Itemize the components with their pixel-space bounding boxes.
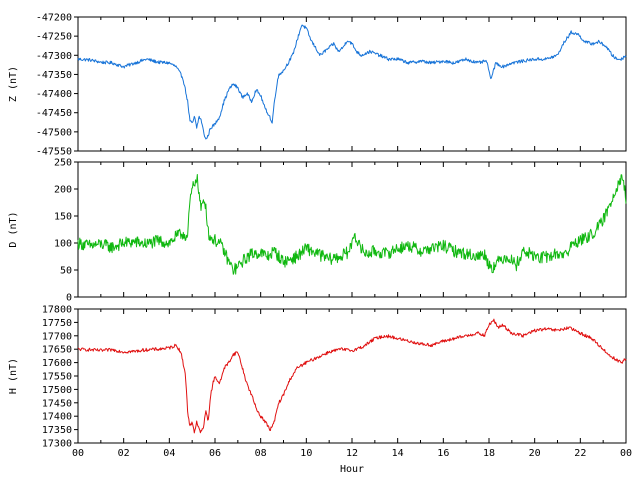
x-tick-label: 18 — [483, 448, 495, 459]
y-tick-label: -47550 — [36, 147, 72, 158]
y-tick-label: 17650 — [42, 345, 72, 356]
y-tick-label: -47300 — [36, 51, 72, 62]
x-tick-label: 10 — [300, 448, 312, 459]
y-tick-label: 17700 — [42, 331, 72, 342]
x-tick-label: 20 — [529, 448, 541, 459]
x-tick-label: 06 — [209, 448, 221, 459]
plot-frame-2 — [77, 161, 627, 298]
y-tick-label: -47200 — [36, 13, 72, 24]
y-tick-label: 17750 — [42, 318, 72, 329]
y-tick-label: 17300 — [42, 439, 72, 450]
y-tick-label: 17500 — [42, 385, 72, 396]
series-line-2 — [77, 174, 627, 275]
y-axis-label: D (nT) — [8, 211, 19, 247]
y-tick-label: 50 — [60, 266, 72, 277]
y-axis-label: Z (nT) — [8, 66, 19, 102]
y-tick-label: 17550 — [42, 372, 72, 383]
series-line-3 — [78, 318, 627, 434]
y-tick-label: -47350 — [36, 70, 72, 81]
y-tick-label: 17450 — [42, 398, 72, 409]
x-tick-label: 00 — [72, 448, 84, 459]
y-tick-label: 17350 — [42, 425, 72, 436]
y-tick-label: 0 — [66, 293, 72, 304]
y-tick-label: 250 — [54, 158, 72, 169]
y-tick-label: 150 — [54, 212, 72, 223]
x-tick-label: 04 — [163, 448, 175, 459]
plot-frame-1 — [77, 16, 627, 152]
y-tick-label: 200 — [54, 185, 72, 196]
x-tick-label: 14 — [392, 448, 404, 459]
x-tick-label: 22 — [574, 448, 586, 459]
x-axis-label: Hour — [340, 464, 364, 475]
y-tick-label: 17600 — [42, 358, 72, 369]
x-tick-label: 08 — [255, 448, 267, 459]
y-tick-label: -47500 — [36, 127, 72, 138]
series-line-1 — [77, 24, 627, 140]
y-tick-label: 100 — [54, 239, 72, 250]
y-tick-label: 17800 — [42, 305, 72, 316]
x-tick-label: 00 — [620, 448, 632, 459]
y-tick-label: -47250 — [36, 32, 72, 43]
x-tick-label: 12 — [346, 448, 358, 459]
y-tick-label: 17400 — [42, 412, 72, 423]
x-tick-label: 16 — [437, 448, 449, 459]
y-tick-label: -47400 — [36, 89, 72, 100]
x-tick-label: 02 — [118, 448, 130, 459]
y-axis-label: H (nT) — [8, 358, 19, 394]
y-tick-label: -47450 — [36, 108, 72, 119]
